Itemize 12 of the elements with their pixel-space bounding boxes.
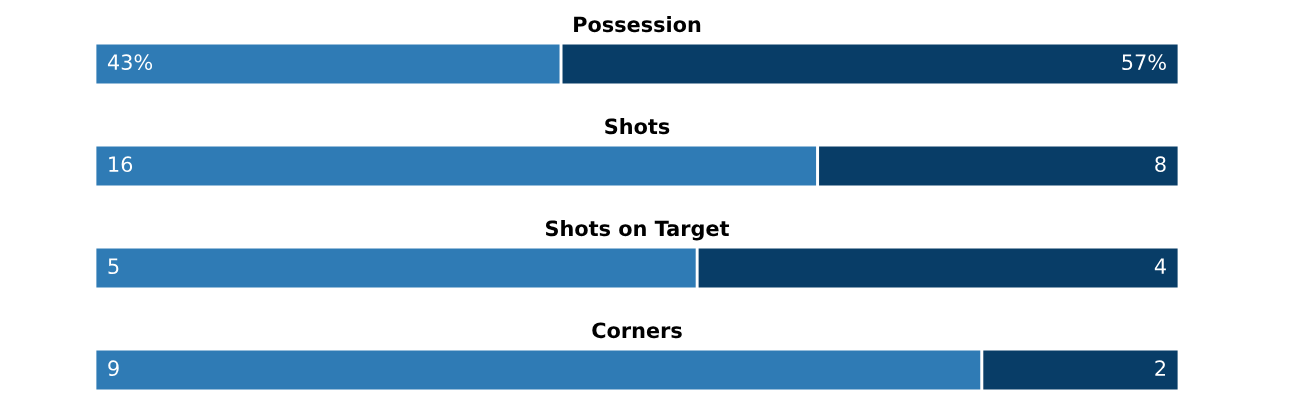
data-label: 16 [109,156,133,173]
chart-title: Possession [574,16,701,33]
chart-title: Corners [592,322,682,339]
data-label: 2 [1155,360,1165,376]
data-label: 9 [108,360,119,377]
data-label: 43% [107,54,153,71]
chart-title: Shots [605,118,670,135]
data-label: 4 [1154,258,1166,274]
data-label: 5 [108,258,119,275]
chart-title: Shots on Target [545,220,730,241]
data-label: 57% [1122,54,1166,71]
data-label: 8 [1155,156,1166,173]
